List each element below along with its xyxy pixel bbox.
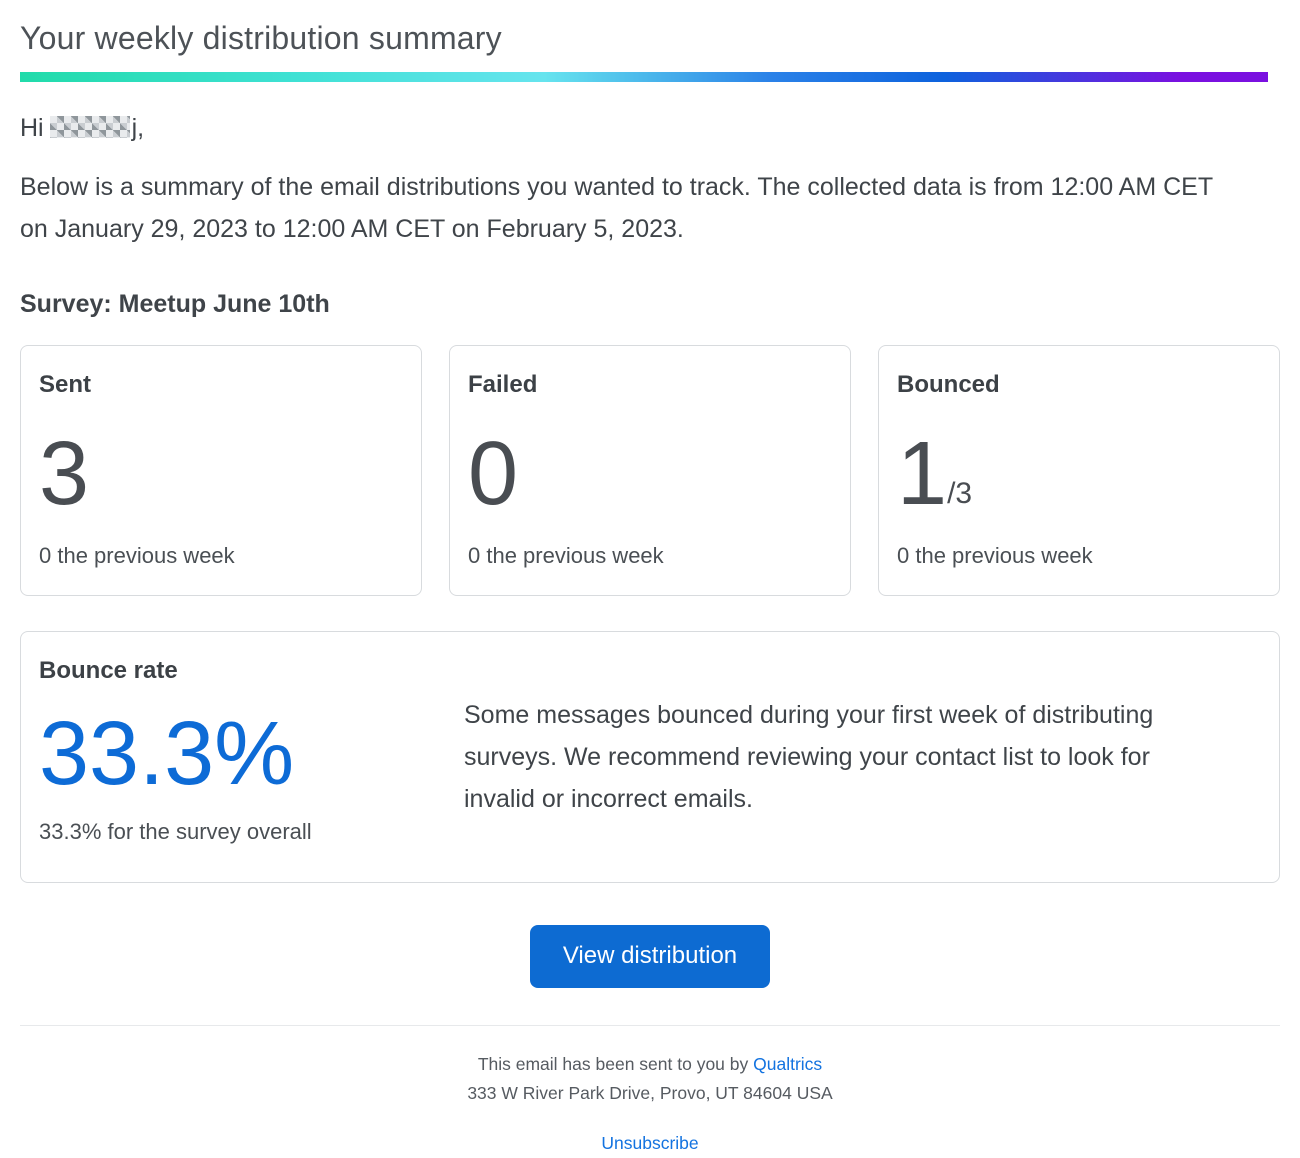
footer-address: 333 W River Park Drive, Provo, UT 84604 … bbox=[467, 1083, 833, 1103]
greeting: Hi j, bbox=[20, 114, 1280, 143]
bounce-rate-card: Bounce rate 33.3% 33.3% for the survey o… bbox=[20, 631, 1280, 883]
stat-value: 3 bbox=[39, 424, 90, 524]
footer-sent-by-text: This email has been sent to you by bbox=[477, 1054, 754, 1074]
qualtrics-link[interactable]: Qualtrics bbox=[753, 1054, 823, 1074]
redacted-name bbox=[49, 116, 130, 138]
brand-gradient-divider bbox=[20, 72, 1268, 82]
footer-sent-by-line: This email has been sent to you by Qualt… bbox=[20, 1050, 1280, 1079]
intro-paragraph: Below is a summary of the email distribu… bbox=[20, 173, 1213, 243]
cta-container: View distribution bbox=[20, 925, 1280, 988]
stat-label: Sent bbox=[39, 371, 92, 398]
unsubscribe-link[interactable]: Unsubscribe bbox=[601, 1133, 699, 1153]
stat-value-suffix: /3 bbox=[947, 477, 973, 510]
stats-row: Sent 3 0 the previous week Failed 0 0 th… bbox=[20, 345, 1280, 596]
bounce-rate-label: Bounce rate bbox=[39, 657, 178, 684]
stat-card-sent: Sent 3 0 the previous week bbox=[20, 345, 422, 596]
stat-value-row: 0 bbox=[468, 429, 832, 519]
greeting-suffix: j, bbox=[131, 114, 145, 142]
bounce-rate-note: 33.3% for the survey overall bbox=[39, 819, 312, 844]
stat-card-bounced: Bounced 1 /3 0 the previous week bbox=[878, 345, 1280, 596]
stat-note: 0 the previous week bbox=[897, 543, 1093, 568]
stat-value: 1 bbox=[897, 424, 948, 524]
greeting-prefix: Hi bbox=[20, 114, 44, 142]
stat-value-row: 1 /3 bbox=[897, 429, 1261, 519]
view-distribution-button[interactable]: View distribution bbox=[529, 925, 771, 988]
bounce-rate-message: Some messages bounced during your first … bbox=[464, 701, 1154, 813]
stat-value: 0 bbox=[468, 424, 519, 524]
stat-card-failed: Failed 0 0 the previous week bbox=[449, 345, 851, 596]
footer: This email has been sent to you by Qualt… bbox=[20, 1050, 1280, 1158]
stat-label: Bounced bbox=[897, 371, 1000, 398]
stat-label: Failed bbox=[468, 371, 538, 398]
footer-divider bbox=[20, 1025, 1280, 1026]
stat-note: 0 the previous week bbox=[39, 543, 235, 568]
stat-value-row: 3 bbox=[39, 429, 403, 519]
survey-title: Survey: Meetup June 10th bbox=[20, 290, 330, 318]
bounce-rate-summary: Bounce rate 33.3% 33.3% for the survey o… bbox=[39, 657, 464, 857]
bounce-rate-value: 33.3% bbox=[39, 704, 295, 804]
page-title: Your weekly distribution summary bbox=[20, 20, 502, 56]
stat-note: 0 the previous week bbox=[468, 543, 664, 568]
